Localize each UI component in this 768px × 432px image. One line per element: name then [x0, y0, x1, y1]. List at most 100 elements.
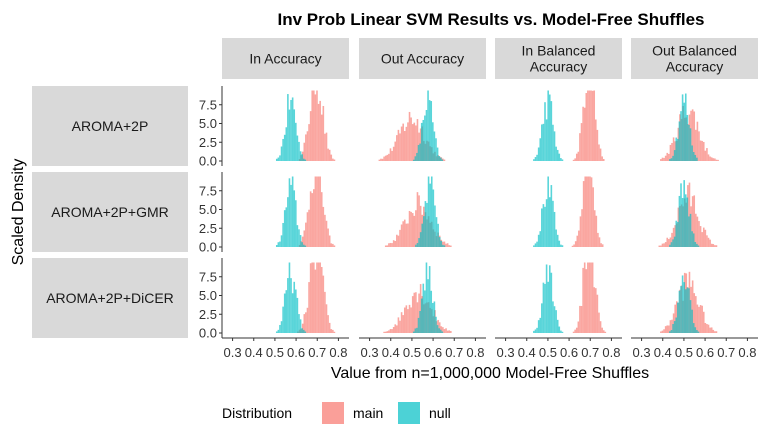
histogram-bar [581, 209, 583, 247]
histogram-bar [595, 215, 598, 247]
histogram-bar [672, 227, 675, 247]
histogram-bar [579, 305, 581, 333]
histogram-bar [302, 158, 305, 161]
histogram-bar [301, 236, 304, 247]
histogram-bar [542, 204, 545, 247]
histogram-bar [413, 122, 416, 161]
x-tick-label: 0.7 [445, 345, 463, 360]
histogram-bar [695, 296, 697, 333]
histogram-bar [577, 151, 580, 161]
histogram-bar [426, 202, 428, 247]
histogram-bar [574, 158, 576, 161]
histogram-bar [542, 123, 545, 161]
histogram-bar [288, 262, 291, 333]
histogram-bar [661, 157, 664, 161]
histogram-bar [295, 289, 297, 333]
legend-title: Distribution [222, 405, 292, 421]
histogram-bar [534, 243, 537, 247]
histogram-bar [314, 94, 317, 161]
histogram-bar [305, 222, 307, 247]
histogram-bar [709, 327, 711, 333]
histogram-bar [433, 131, 436, 161]
histogram-bar [704, 150, 707, 161]
histogram-bar [572, 331, 575, 333]
histogram-bar [601, 156, 603, 161]
panel [658, 180, 718, 247]
histogram-bar [311, 90, 314, 161]
histogram-bar [438, 322, 441, 333]
histogram-bar [389, 242, 392, 247]
histogram-bar [683, 102, 685, 161]
histogram-bar [574, 241, 577, 247]
histogram-bar [324, 133, 326, 161]
histogram-bar [317, 262, 320, 333]
histogram-bar [664, 326, 667, 333]
histogram-bar [571, 245, 574, 247]
histogram-bar [599, 321, 602, 333]
histogram-bar [672, 137, 675, 161]
histogram-bar [596, 129, 599, 161]
histogram-bar [663, 329, 665, 333]
histogram-bar [694, 327, 697, 333]
histogram-bar [332, 243, 334, 247]
histogram-bar [433, 301, 436, 333]
histogram-bar [296, 135, 299, 161]
histogram-bar [698, 131, 700, 161]
histogram-bar [313, 262, 315, 333]
row-strip [32, 258, 188, 338]
histogram-bar [419, 205, 422, 247]
histogram-bar [590, 262, 592, 333]
histogram-bar [405, 305, 408, 333]
histogram-bar [666, 237, 669, 247]
histogram-bar [710, 327, 713, 333]
histogram-bar [403, 307, 406, 333]
histogram-bar [298, 141, 300, 161]
histogram-bar [664, 242, 667, 247]
histogram-bar [539, 317, 542, 333]
histogram-bar [670, 330, 673, 333]
histogram-bar [277, 329, 280, 333]
histogram-bar [658, 245, 661, 247]
histogram-bar [399, 320, 401, 333]
histogram-bar [293, 190, 296, 247]
histogram-bar [283, 134, 286, 161]
histogram-bar [440, 326, 443, 333]
histogram-bar [298, 314, 300, 333]
histogram-bar [714, 331, 716, 333]
histogram-bar [402, 315, 404, 333]
histogram-bar [285, 290, 288, 333]
histogram-bar [415, 244, 417, 247]
histogram-bar [673, 236, 676, 247]
histogram-bar [330, 243, 333, 247]
histogram-bar [701, 305, 703, 333]
histogram-bar [303, 142, 306, 161]
histogram-bar [677, 302, 679, 333]
histogram-bar [396, 234, 398, 247]
histogram-bar [419, 232, 422, 247]
histogram-bar [579, 216, 582, 247]
x-tick-label: 0.6 [287, 345, 305, 360]
histogram-bar [696, 157, 698, 161]
histogram-bar [442, 327, 444, 333]
histogram-bar [446, 243, 449, 247]
histogram-bar [561, 331, 564, 333]
histogram-bar [333, 159, 336, 161]
histogram-bar [539, 138, 542, 161]
y-tick-label: 0.0 [199, 326, 217, 341]
histogram-bar [316, 90, 318, 161]
histogram-bar [674, 225, 676, 247]
histogram-bar [704, 322, 707, 333]
histogram-bar [691, 280, 694, 333]
x-tick-label: 0.8 [329, 345, 347, 360]
histogram-bar [714, 245, 716, 247]
x-tick-label: 0.5 [266, 345, 284, 360]
histogram-bar [291, 97, 294, 161]
histogram-bar [327, 228, 329, 247]
histogram-bar [584, 176, 587, 247]
histogram-bar [304, 245, 307, 247]
histogram-bar [428, 266, 431, 333]
histogram-bar [405, 126, 408, 161]
histogram-bar [695, 129, 697, 161]
histogram-bar [287, 278, 289, 333]
histogram-bar [416, 119, 419, 161]
